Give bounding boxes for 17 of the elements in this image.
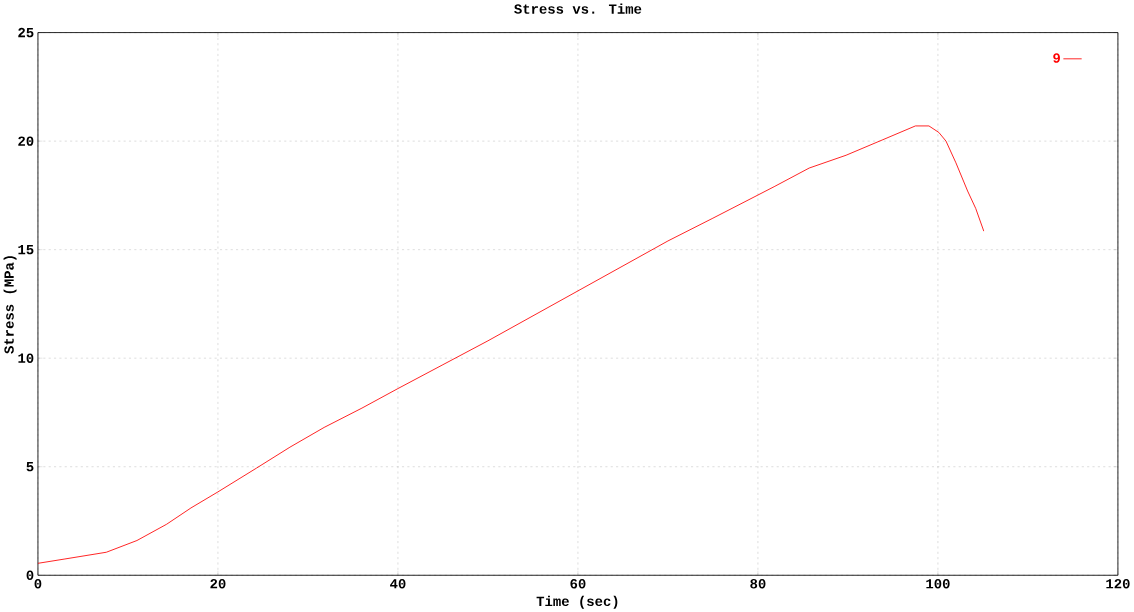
y-tick-label: 25 <box>18 27 34 38</box>
legend-label: 9 <box>1053 53 1060 63</box>
x-tick-label: 0 <box>34 578 42 589</box>
x-tick-label: 100 <box>926 578 950 589</box>
x-axis-title: Time (sec) <box>536 595 618 609</box>
x-tick-label: 80 <box>750 578 766 589</box>
x-tick-label: 40 <box>390 578 406 589</box>
x-tick-label: 20 <box>210 578 226 589</box>
chart-title: Stress vs. Time <box>514 3 642 14</box>
y-axis-title: Stress (MPa) <box>3 255 17 354</box>
y-tick-label: 10 <box>18 353 34 363</box>
y-tick-label: 5 <box>26 461 34 472</box>
x-tick-label: 60 <box>570 578 586 589</box>
y-tick-label: 15 <box>18 244 34 255</box>
y-tick-label: 0 <box>26 570 34 580</box>
x-tick-label: 120 <box>1106 578 1130 589</box>
y-tick-label: 20 <box>18 136 34 146</box>
